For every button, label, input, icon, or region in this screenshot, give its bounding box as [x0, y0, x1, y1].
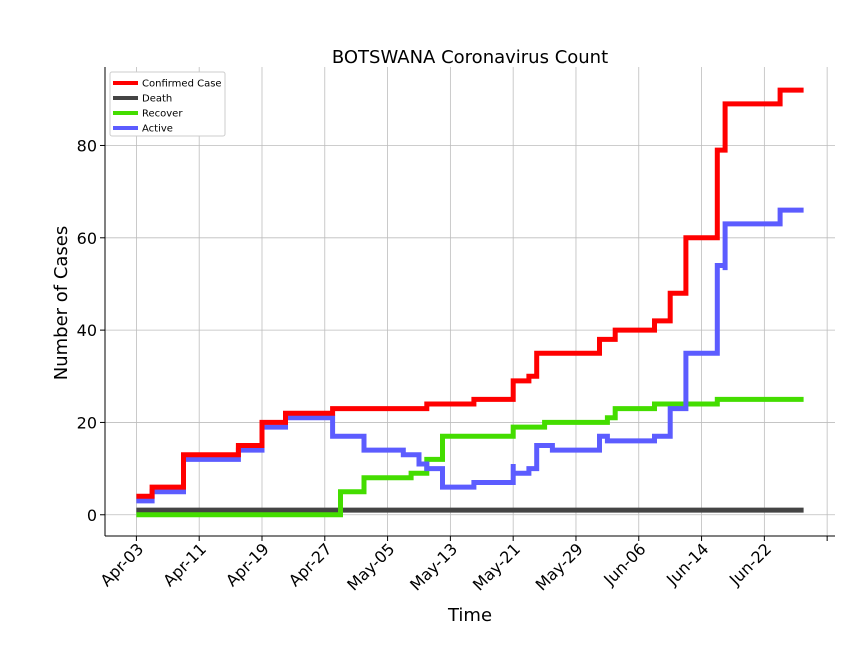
y-tick-label: 80: [77, 136, 97, 155]
y-axis-title: Number of Cases: [51, 226, 72, 381]
series-line-active: [136, 207, 804, 504]
y-tick-label: 40: [77, 321, 97, 340]
legend-label-confirmed-case: Confirmed Case: [142, 79, 222, 90]
legend-label-active: Active: [142, 124, 173, 135]
y-tick-label: 60: [77, 229, 97, 248]
y-tick-label: 0: [87, 506, 97, 525]
legend: Confirmed Case Death Recover Active: [109, 71, 226, 137]
chart-title: BOTSWANA Coronavirus Count: [332, 47, 608, 68]
legend-label-death: Death: [142, 94, 172, 105]
y-tick-label: 20: [77, 413, 97, 432]
y-ticks: 0 20 40 60 80: [77, 136, 105, 525]
series-layer: [136, 87, 804, 518]
x-axis-title: Time: [447, 605, 492, 626]
series-line-confirmed-case: [136, 87, 804, 499]
legend-box: [109, 71, 226, 137]
grid: [105, 67, 835, 536]
legend-label-recover: Recover: [142, 109, 183, 120]
series-line-recover: [136, 396, 804, 518]
